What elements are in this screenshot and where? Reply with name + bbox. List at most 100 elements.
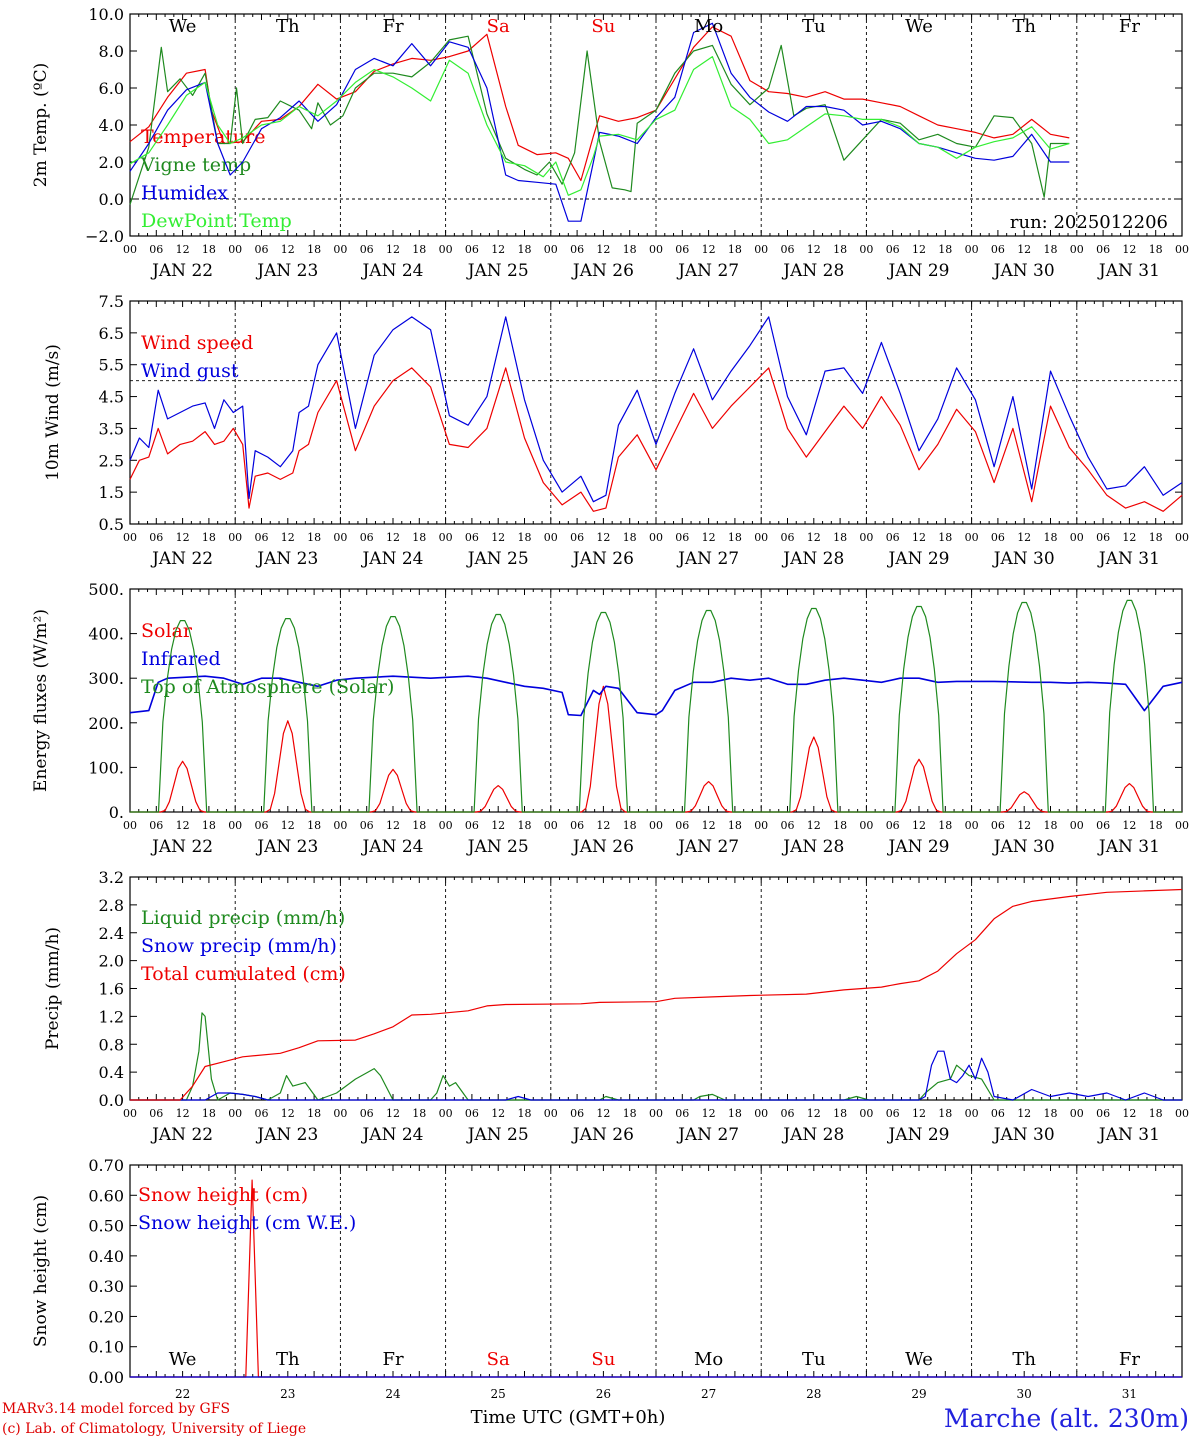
hour-tick-label: 06	[255, 1107, 269, 1120]
hour-tick-label: 12	[281, 531, 295, 544]
y-tick-label: 7.5	[99, 292, 124, 311]
hour-tick-label: 12	[807, 531, 821, 544]
hour-tick-label: 00	[649, 1107, 663, 1120]
hour-tick-label: 12	[176, 531, 190, 544]
date-label: JAN 29	[886, 1125, 949, 1145]
hour-tick-label: 06	[570, 1107, 584, 1120]
weekday-label: Fr	[1119, 1349, 1140, 1370]
hour-tick-label: 18	[202, 531, 216, 544]
hour-tick-label: 06	[1096, 1107, 1110, 1120]
date-label: JAN 27	[676, 261, 739, 281]
hour-tick-label: 06	[781, 243, 795, 256]
hour-tick-label: 00	[439, 243, 453, 256]
hour-tick-label: 00	[754, 531, 768, 544]
date-label: JAN 25	[466, 837, 529, 857]
hour-tick-label: 12	[281, 819, 295, 832]
y-tick-label: 2.8	[99, 896, 124, 915]
weekday-label: We	[905, 16, 933, 37]
hour-tick-label: 06	[991, 243, 1005, 256]
hour-tick-label: 18	[728, 243, 742, 256]
hour-tick-label: 06	[886, 819, 900, 832]
date-label: JAN 27	[676, 1125, 739, 1145]
y-tick-label: 0.40	[88, 1247, 124, 1266]
date-label: JAN 30	[992, 261, 1055, 281]
legend-entry: Snow height (cm W.E.)	[138, 1212, 356, 1234]
hour-tick-label: 18	[1149, 243, 1163, 256]
hour-tick-label: 18	[202, 819, 216, 832]
y-tick-label: 0.0	[99, 190, 124, 209]
hour-tick-label: 00	[439, 819, 453, 832]
series-line-top-of-atmosphere-solar-	[130, 599, 1182, 813]
hour-tick-label: 18	[307, 1107, 321, 1120]
date-label: JAN 23	[255, 837, 318, 857]
legend-entry: Solar	[141, 620, 193, 642]
y-tick-label: 500.	[88, 580, 124, 599]
hour-tick-label: 18	[1149, 819, 1163, 832]
panel-1: 00 06 12 18 00 06 12 18 00 06 12 18 00 06 12 18 00 06 12 18…	[31, 5, 1189, 281]
hour-tick-label: 12	[281, 1107, 295, 1120]
hour-tick-label: 18	[728, 819, 742, 832]
day-number: 31	[1122, 1387, 1137, 1401]
y-tick-label: 1.5	[99, 483, 124, 502]
station-label: Marche (alt. 230m)	[944, 1404, 1189, 1433]
hour-tick-label: 12	[1122, 243, 1136, 256]
hour-tick-label: 06	[149, 531, 163, 544]
series-line-liquid-precip-mm-h-	[130, 1012, 1182, 1101]
day-number: 29	[911, 1387, 926, 1401]
hour-tick-label: 12	[1122, 819, 1136, 832]
hour-tick-label: 12	[386, 819, 400, 832]
weekday-label: Th	[276, 16, 300, 37]
day-number: 30	[1017, 1387, 1032, 1401]
weekday-label: Th	[276, 1349, 300, 1370]
hour-tick-label: 12	[386, 243, 400, 256]
hour-tick-label: 18	[833, 531, 847, 544]
panel-4: 00 06 12 18 00 06 12 18 00 06 12 18 00 06 12 18 00 06 12 18…	[43, 868, 1189, 1145]
hour-tick-label: 12	[176, 819, 190, 832]
hour-tick-label: 06	[255, 243, 269, 256]
hour-tick-label: 06	[1096, 243, 1110, 256]
legend-entry: Temperature	[141, 126, 265, 148]
legend-entry: Wind gust	[141, 360, 239, 382]
day-number: 28	[806, 1387, 821, 1401]
hour-tick-label: 00	[228, 819, 242, 832]
hour-tick-label: 06	[886, 531, 900, 544]
series-line-temperature	[129, 26, 1070, 182]
date-label: JAN 25	[466, 261, 529, 281]
hour-tick-label: 12	[281, 243, 295, 256]
weekday-label: Su	[591, 16, 615, 37]
y-tick-label: 6.5	[99, 324, 124, 343]
y-axis-title: Precip (mm/h)	[43, 927, 63, 1050]
series-line-wind-speed	[129, 367, 1183, 512]
hour-tick-label: 18	[412, 531, 426, 544]
hour-tick-label: 18	[938, 243, 952, 256]
hour-tick-label: 00	[1070, 1107, 1084, 1120]
date-label: JAN 23	[255, 549, 318, 569]
hour-tick-label: 18	[623, 819, 637, 832]
y-tick-label: 0.70	[88, 1156, 124, 1175]
hour-tick-label: 06	[570, 243, 584, 256]
hour-tick-label: 18	[623, 531, 637, 544]
hour-tick-label: 18	[518, 1107, 532, 1120]
date-label: JAN 26	[571, 837, 634, 857]
panel-2: 00 06 12 18 00 06 12 18 00 06 12 18 00 06 12 18 00 06 12 18…	[43, 292, 1189, 569]
hour-tick-label: 00	[649, 243, 663, 256]
date-label: JAN 26	[571, 261, 634, 281]
hour-tick-label: 12	[912, 1107, 926, 1120]
hour-tick-label: 06	[465, 243, 479, 256]
date-label: JAN 30	[992, 549, 1055, 569]
y-tick-label: 2.0	[99, 952, 124, 971]
hour-tick-label: 00	[1175, 819, 1189, 832]
y-tick-label: 1.2	[99, 1007, 124, 1026]
y-tick-label: 0.50	[88, 1217, 124, 1236]
date-label: JAN 30	[992, 837, 1055, 857]
legend-entry: Total cumulated (cm)	[141, 963, 346, 985]
date-label: JAN 28	[781, 1125, 844, 1145]
plot-frame	[129, 300, 1183, 525]
series-line-wind-gust	[129, 316, 1183, 503]
day-number: 27	[701, 1387, 716, 1401]
hour-tick-label: 12	[491, 819, 505, 832]
hour-tick-label: 06	[886, 1107, 900, 1120]
hour-tick-label: 18	[202, 243, 216, 256]
date-label: JAN 28	[781, 261, 844, 281]
plot-frame	[129, 588, 1183, 813]
